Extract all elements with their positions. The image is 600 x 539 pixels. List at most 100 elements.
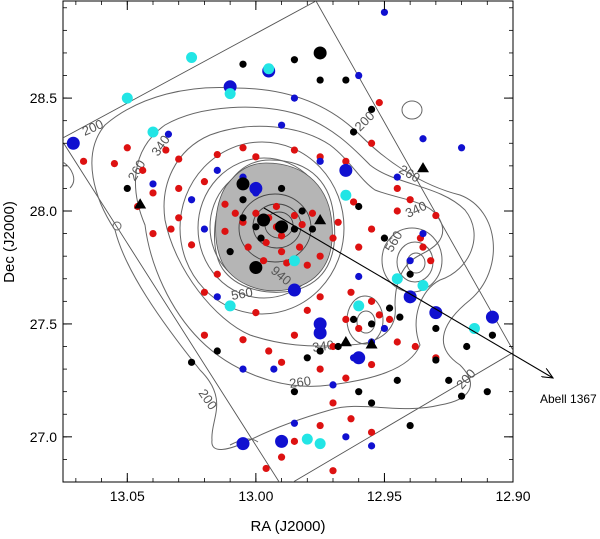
arrow-abell1367 bbox=[263, 207, 553, 378]
contour-m bbox=[401, 100, 423, 120]
contour-a bbox=[179, 141, 345, 315]
red-point bbox=[342, 157, 350, 165]
blue-point bbox=[316, 157, 324, 165]
triangle-point bbox=[365, 338, 378, 349]
blue-point bbox=[164, 130, 173, 138]
red-point bbox=[316, 421, 324, 430]
y-tick-label: 27.0 bbox=[30, 429, 57, 445]
black-point bbox=[316, 347, 324, 355]
blue-point bbox=[457, 144, 466, 152]
black-point bbox=[123, 184, 131, 193]
red-point bbox=[167, 225, 175, 233]
x-tick-label: 12.95 bbox=[367, 488, 402, 504]
blue-point bbox=[149, 180, 157, 188]
arrow-label: Abell 1367 bbox=[540, 392, 597, 406]
black-point bbox=[432, 324, 440, 333]
red-point bbox=[262, 464, 270, 473]
red-point bbox=[252, 153, 260, 161]
black-point bbox=[349, 315, 358, 324]
red-point bbox=[290, 437, 299, 445]
red-point bbox=[303, 306, 311, 314]
blue-point bbox=[419, 229, 427, 238]
red-point bbox=[200, 178, 209, 186]
black-point bbox=[239, 60, 247, 68]
black-point bbox=[367, 105, 376, 113]
black-point bbox=[334, 342, 342, 351]
red-point bbox=[375, 99, 383, 107]
black-large-point bbox=[249, 260, 263, 274]
red-point bbox=[162, 146, 170, 154]
blue-large-point bbox=[429, 306, 443, 320]
blue-point bbox=[342, 433, 350, 441]
blue-large-point bbox=[403, 290, 417, 304]
red-point bbox=[432, 211, 440, 220]
contour-n bbox=[63, 161, 75, 189]
red-point bbox=[244, 243, 252, 251]
cyan-point bbox=[147, 126, 159, 138]
contour-j bbox=[406, 252, 426, 274]
contour-label: 200 bbox=[453, 366, 479, 392]
blue-point bbox=[200, 225, 209, 233]
black-point bbox=[367, 320, 376, 328]
blue-point bbox=[290, 94, 299, 102]
black-point bbox=[342, 76, 350, 84]
cyan-point bbox=[468, 322, 480, 334]
y-tick-label: 28.0 bbox=[30, 203, 57, 219]
red-point bbox=[316, 293, 324, 301]
contour-label: 200 bbox=[80, 116, 106, 139]
black-point bbox=[406, 421, 414, 430]
contour-l bbox=[356, 310, 376, 334]
red-point bbox=[213, 150, 221, 159]
blue-large-point bbox=[275, 434, 289, 448]
blue-point bbox=[406, 257, 414, 265]
black-large-point bbox=[313, 46, 327, 60]
red-point bbox=[231, 209, 239, 217]
red-point bbox=[290, 331, 299, 339]
black-point bbox=[277, 184, 286, 193]
blue-point bbox=[393, 173, 401, 181]
blue-point bbox=[277, 121, 286, 129]
triangle-point bbox=[314, 214, 327, 225]
red-point bbox=[329, 234, 337, 242]
red-point bbox=[406, 196, 414, 204]
red-point bbox=[239, 336, 247, 344]
black-point bbox=[226, 248, 234, 256]
red-point bbox=[262, 239, 270, 247]
red-point bbox=[367, 360, 376, 369]
y-axis-label: Dec (J2000) bbox=[1, 201, 18, 283]
red-point bbox=[213, 270, 221, 278]
black-point bbox=[257, 234, 265, 242]
blue-point bbox=[290, 419, 299, 427]
red-point bbox=[79, 157, 88, 165]
red-point bbox=[349, 198, 358, 206]
blue-point bbox=[213, 293, 221, 301]
red-point bbox=[367, 297, 376, 305]
red-point bbox=[200, 288, 209, 296]
triangle-point bbox=[134, 198, 147, 209]
cyan-point bbox=[391, 273, 403, 285]
blue-point bbox=[187, 196, 196, 204]
blue-point bbox=[329, 381, 337, 389]
black-point bbox=[252, 223, 260, 231]
cyan-point bbox=[186, 51, 198, 63]
blue-large-point bbox=[313, 317, 327, 331]
red-point bbox=[277, 248, 286, 256]
cyan-point bbox=[224, 300, 236, 312]
black-point bbox=[385, 304, 394, 312]
red-point bbox=[334, 218, 342, 226]
black-point bbox=[213, 347, 221, 355]
triangle-point bbox=[339, 335, 352, 347]
black-point bbox=[316, 76, 324, 84]
black-point bbox=[355, 202, 363, 211]
red-point bbox=[221, 227, 229, 235]
red-point bbox=[259, 257, 268, 265]
black-point bbox=[393, 376, 401, 384]
red-point bbox=[419, 243, 427, 251]
red-point bbox=[175, 214, 183, 222]
red-point bbox=[367, 428, 376, 436]
red-point bbox=[393, 207, 401, 215]
black-point bbox=[298, 207, 306, 215]
contour-o bbox=[112, 221, 122, 231]
x-tick-label: 13.05 bbox=[110, 488, 145, 504]
